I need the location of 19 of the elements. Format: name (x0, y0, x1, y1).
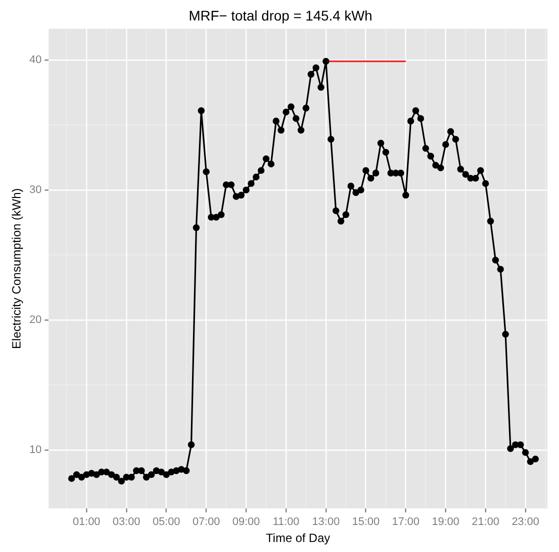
x-tick-label: 07:00 (192, 516, 220, 528)
y-tick-label: 10 (29, 444, 42, 456)
x-tick-label: 15:00 (352, 516, 380, 528)
x-tick-label: 11:00 (272, 516, 300, 528)
x-tick-label: 09:00 (232, 516, 260, 528)
x-tick-label: 01:00 (72, 516, 100, 528)
x-tick-label: 03:00 (112, 516, 140, 528)
x-tick-label: 17:00 (392, 516, 420, 528)
x-tick-label: 19:00 (432, 516, 460, 528)
x-axis-title: Time of Day (266, 531, 330, 546)
y-tick-label: 30 (29, 184, 42, 196)
x-tick-label: 23:00 (512, 516, 540, 528)
chart-title: MRF− total drop = 145.4 kWh (188, 7, 372, 24)
x-tick-label: 05:00 (152, 516, 180, 528)
y-tick-label: 40 (29, 54, 42, 66)
x-tick-label: 13:00 (312, 516, 340, 528)
y-axis-title: Electricity Consumption (kWh) (10, 188, 24, 349)
y-tick-label: 20 (29, 314, 42, 326)
x-tick-label: 21:00 (472, 516, 500, 528)
